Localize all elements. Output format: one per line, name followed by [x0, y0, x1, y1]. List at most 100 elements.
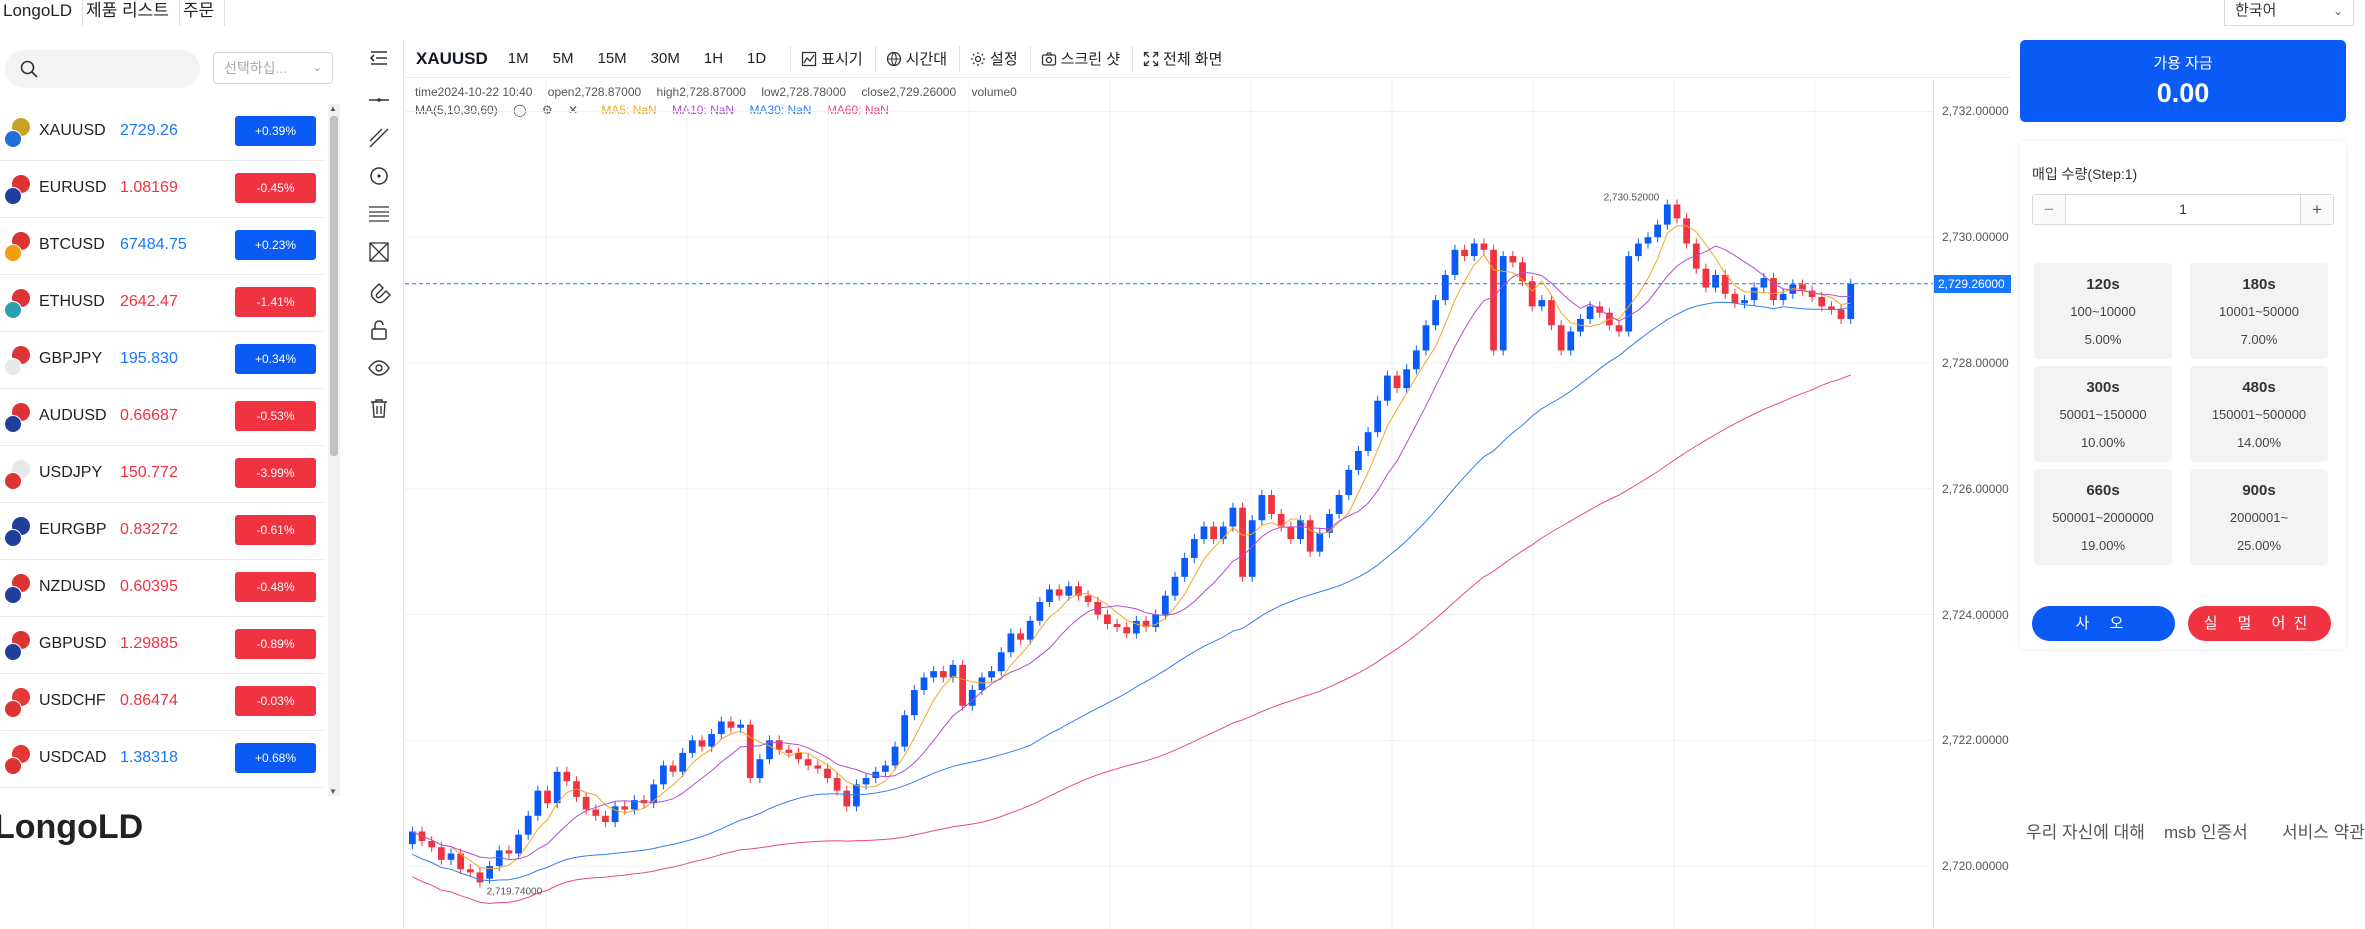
symbol-row[interactable]: USDCAD 1.38318 +0.68% [0, 731, 326, 788]
chart-symbol[interactable]: XAUUSD [416, 48, 488, 68]
pattern-tool-icon[interactable] [367, 240, 391, 264]
duration-range: 50001~150000 [2059, 407, 2147, 422]
scrollbar-thumb[interactable] [330, 116, 338, 456]
duration-percent: 19.00% [2080, 538, 2126, 553]
symbol-row[interactable]: USDJPY 150.772 -3.99% [0, 446, 326, 503]
candle-body [1441, 274, 1449, 301]
candle-body [1026, 620, 1034, 640]
duration-option[interactable]: 300s 50001~150000 10.00% [2034, 366, 2172, 462]
trash-icon[interactable] [367, 396, 391, 420]
change-badge[interactable]: -0.48% [235, 572, 316, 602]
candle-body [409, 831, 416, 845]
fibonacci-icon[interactable] [367, 202, 391, 226]
symbol-row[interactable]: GBPJPY 195.830 +0.34% [0, 332, 326, 389]
sell-button[interactable]: 실 멀 어진 [2188, 606, 2331, 641]
duration-option[interactable]: 480s 150001~500000 14.00% [2190, 366, 2328, 462]
candle-body [582, 796, 590, 810]
circle-tool-icon[interactable] [367, 164, 391, 188]
candle-body [476, 872, 484, 883]
timeframe-1m[interactable]: 1M [507, 50, 529, 67]
timezone-button[interactable]: 시간대 [886, 48, 947, 69]
magnet-icon[interactable] [367, 280, 391, 304]
timeframe-30m[interactable]: 30M [650, 50, 680, 67]
search-input[interactable] [5, 50, 200, 88]
lock-icon[interactable] [367, 318, 391, 342]
collapse-menu-icon[interactable] [367, 46, 391, 70]
toolbar-divider [1029, 45, 1031, 72]
scroll-up-icon[interactable]: ▲ [329, 104, 337, 113]
candle-body [1161, 595, 1169, 615]
eye-icon[interactable] [367, 356, 391, 380]
symbol-row[interactable]: USDCHF 0.86474 -0.03% [0, 674, 326, 731]
change-badge[interactable]: -1.41% [235, 287, 316, 317]
footer-link-about[interactable]: 우리 자신에 대해 [2026, 823, 2145, 842]
close-icon[interactable]: ✕ [567, 103, 579, 117]
settings-button[interactable]: 설정 [970, 48, 1018, 69]
symbol-row[interactable]: XAUUSD 2729.26 +0.39% [0, 104, 326, 161]
timeframe-5m[interactable]: 5M [552, 50, 574, 67]
change-badge[interactable]: +0.34% [235, 344, 316, 374]
fullscreen-button[interactable]: 전체 화면 [1143, 48, 1222, 69]
change-badge[interactable]: +0.39% [235, 116, 316, 146]
change-badge[interactable]: +0.68% [235, 743, 316, 773]
candle-body [1615, 325, 1623, 332]
candle-body [592, 809, 600, 816]
gear-icon[interactable]: ⚙ [541, 103, 553, 117]
duration-option[interactable]: 660s 500001~2000000 19.00% [2034, 469, 2172, 565]
timeframe-1h[interactable]: 1H [703, 50, 724, 67]
candle-body [1683, 218, 1690, 244]
candle-body [1721, 274, 1729, 294]
symbol-row[interactable]: NZDUSD 0.60395 -0.48% [0, 560, 326, 617]
duration-option[interactable]: 900s 2000001~ 25.00% [2190, 469, 2328, 565]
low-price-label: 2,719.74000 [487, 886, 543, 897]
increment-button[interactable]: + [2300, 195, 2333, 224]
change-badge[interactable]: -0.61% [235, 515, 316, 545]
timeframe-1d[interactable]: 1D [747, 50, 767, 67]
price-axis[interactable]: 2,732.00000 2,730.00000 2,728.00000 2,726.0… [1933, 80, 2011, 929]
buy-button[interactable]: 사 오 [2032, 606, 2175, 641]
screenshot-button[interactable]: 스크린 샷 [1041, 48, 1120, 69]
candle-body [1248, 520, 1256, 577]
decrement-button[interactable]: − [2033, 195, 2066, 224]
ma-legend-controls[interactable]: ◯ ⚙ ✕ [513, 103, 593, 117]
footer-link-terms[interactable]: 서비스 약관 [2282, 823, 2365, 842]
symbol-row[interactable]: AUDUSD 0.66687 -0.53% [0, 389, 326, 446]
change-badge[interactable]: -0.03% [235, 686, 316, 716]
nav-orders[interactable]: 주문 [180, 0, 226, 26]
change-badge[interactable]: -0.45% [235, 173, 316, 203]
symbol-row[interactable]: ETHUSD 2642.47 -1.41% [0, 275, 326, 332]
symbol-row[interactable]: EURGBP 0.83272 -0.61% [0, 503, 326, 560]
symbol-list-scrollbar[interactable]: ▲ ▼ [328, 104, 340, 796]
change-badge[interactable]: -0.89% [235, 629, 316, 659]
candlestick-chart[interactable]: 2,730.52000 2,719.74000 [405, 80, 1933, 929]
change-badge[interactable]: +0.23% [235, 230, 316, 260]
candle-body [766, 740, 773, 760]
timeframe-15m[interactable]: 15M [597, 50, 627, 67]
candle-body [910, 690, 918, 716]
nav-home[interactable]: LongoLD [0, 0, 84, 26]
footer-link-msb[interactable]: msb 인증서 [2164, 823, 2248, 842]
indicators-button[interactable]: 표시기 [801, 48, 863, 69]
symbol-list: XAUUSD 2729.26 +0.39% EURUSD 1.08169 -0.45% BT… [0, 104, 326, 796]
change-badge[interactable]: -0.53% [235, 401, 316, 431]
quantity-stepper[interactable]: − 1 + [2032, 194, 2334, 225]
duration-option[interactable]: 180s 10001~50000 7.00% [2190, 263, 2328, 359]
symbol-row[interactable]: BTCUSD 67484.75 +0.23% [0, 218, 326, 275]
symbol-row[interactable]: EURUSD 1.08169 -0.45% [0, 161, 326, 218]
eye-off-icon[interactable]: ◯ [513, 103, 527, 117]
nav-products[interactable]: 제품 리스트 [83, 0, 180, 26]
quantity-value[interactable]: 1 [2179, 201, 2187, 217]
duration-option[interactable]: 120s 100~10000 5.00% [2034, 263, 2172, 359]
candle-body [486, 866, 493, 879]
change-badge[interactable]: -3.99% [235, 458, 316, 488]
symbol-row[interactable]: GBPUSD 1.29885 -0.89% [0, 617, 326, 674]
horizontal-line-icon[interactable] [367, 88, 391, 112]
symbol-price: 1.08169 [120, 179, 178, 196]
scroll-down-icon[interactable]: ▼ [329, 787, 337, 796]
language-select[interactable]: 한국어 ⌄ [2224, 0, 2354, 26]
candle-body [1403, 369, 1411, 389]
filter-select[interactable]: 선택하십... ⌄ [213, 52, 333, 84]
duration-time: 180s [2242, 276, 2276, 293]
trend-line-icon[interactable] [367, 126, 391, 150]
candle-body [1017, 633, 1024, 640]
